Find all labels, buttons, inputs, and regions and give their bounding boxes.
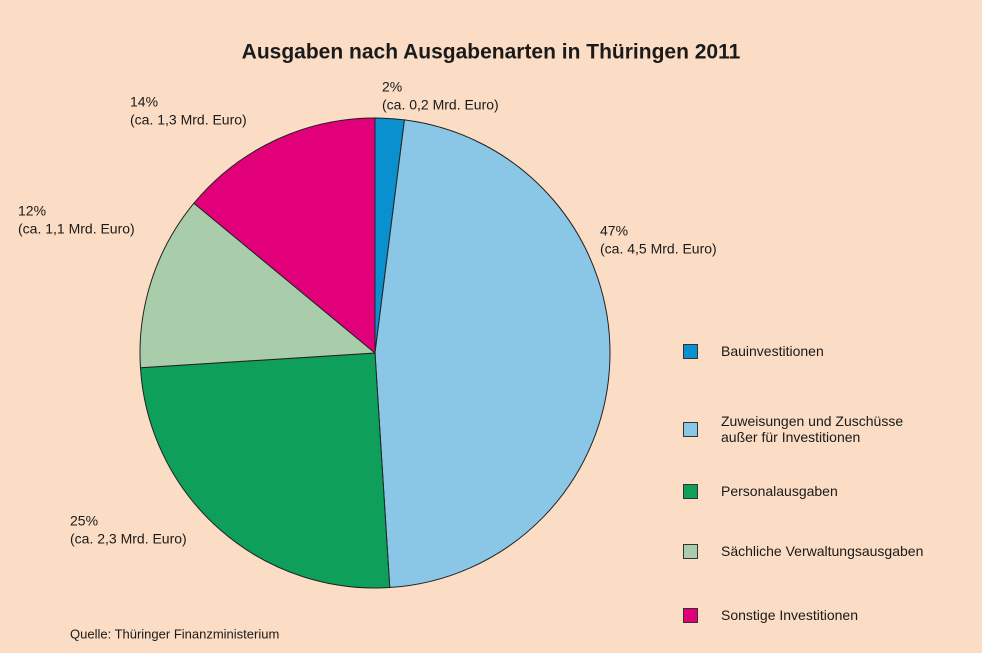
pie-slice — [374, 119, 611, 589]
pie-slice — [193, 117, 376, 355]
legend-item: Sonstige Investitionen — [683, 607, 858, 623]
legend-item: Zuweisungen und Zuschüsse außer für Inve… — [683, 413, 921, 445]
legend-label: Sonstige Investitionen — [721, 607, 858, 623]
value-label: 14% — [130, 94, 158, 110]
pie-slice — [139, 202, 377, 369]
legend-item: Bauinvestitionen — [683, 343, 824, 359]
legend-label: Zuweisungen und Zuschüsse außer für Inve… — [721, 413, 904, 445]
legend-swatch — [683, 607, 698, 623]
legend-label: Sächliche Verwaltungsausgaben — [721, 543, 924, 559]
legend-swatch — [683, 421, 698, 437]
pie-slice — [139, 352, 391, 589]
annotation: (ca. 1,1 Mrd. Euro) — [18, 221, 135, 237]
annotation: (ca. 1,3 Mrd. Euro) — [130, 112, 247, 128]
annotation: (ca. 4,5 Mrd. Euro) — [600, 241, 717, 257]
annotation: (ca. 0,2 Mrd. Euro) — [382, 97, 499, 113]
legend-item: Sächliche Verwaltungsausgaben — [683, 543, 923, 559]
chart-title: Ausgaben nach Ausgabenarten in Thüringen… — [242, 41, 741, 64]
annotation: (ca. 2,3 Mrd. Euro) — [70, 531, 187, 547]
legend-swatch — [683, 343, 698, 359]
source: Quelle: Thüringer Finanzministerium — [70, 626, 279, 641]
legend-label: Personalausgaben — [721, 483, 838, 499]
legend-label: Bauinvestitionen — [721, 343, 824, 359]
value-label: 12% — [18, 203, 46, 219]
value-label: 2% — [382, 79, 402, 95]
legend-item: Personalausgaben — [683, 483, 838, 499]
legend-swatch — [683, 483, 698, 499]
legend-swatch — [683, 543, 698, 559]
value-label: 25% — [70, 513, 98, 529]
value-label: 47% — [600, 223, 628, 239]
